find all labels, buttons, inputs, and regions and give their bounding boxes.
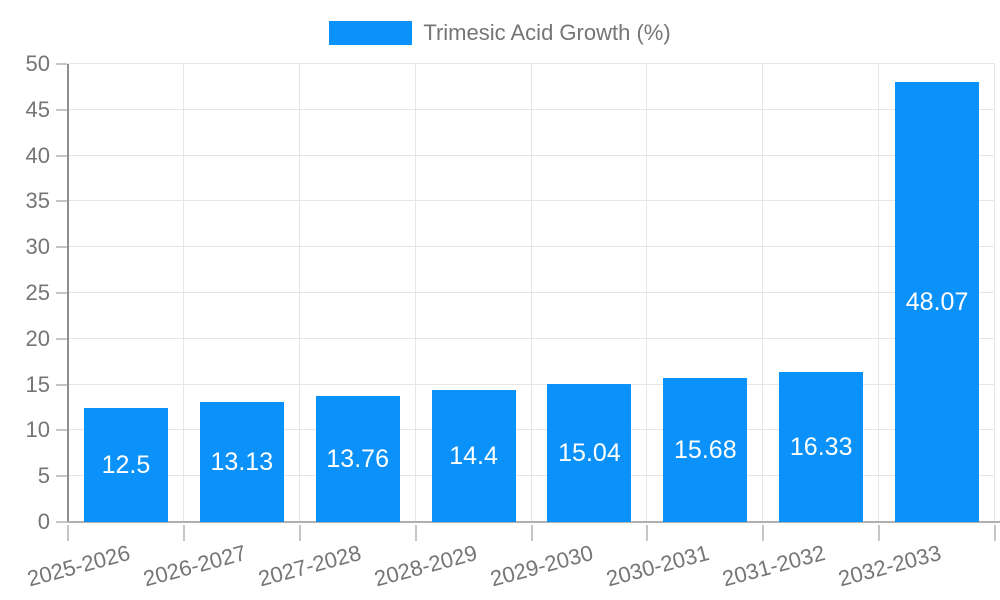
legend-item[interactable]: Trimesic Acid Growth (%) [0,19,1000,47]
y-tick-label: 20 [25,325,50,351]
y-tick-label: 35 [25,188,50,214]
x-tick [530,525,533,541]
gridline-vertical [994,64,995,522]
gridline-horizontal [68,337,995,339]
legend-label: Trimesic Acid Growth (%) [423,20,671,45]
gridline-horizontal [68,383,995,385]
gridline-horizontal [68,475,995,477]
y-tick-label: 15 [25,371,50,397]
x-axis-label-text: 2029-2030 [487,540,596,592]
y-tick [56,521,67,523]
gridline-horizontal [68,108,995,110]
gridline-horizontal [68,246,995,248]
x-tick [182,525,185,541]
y-tick-label: 10 [25,417,50,443]
x-axis-label-text: 2032-2033 [835,540,944,592]
x-axis-label-text: 2027-2028 [256,540,365,592]
y-tick [56,429,67,432]
gridline-horizontal [68,200,995,202]
y-axis-line [67,64,69,523]
y-tick [56,383,67,386]
x-tick [646,525,649,541]
gridline-vertical [414,64,416,522]
x-axis-label-text: 2030-2031 [603,540,712,592]
x-axis-label-text: 2031-2032 [719,540,828,592]
x-tick [67,525,69,541]
bar[interactable] [547,384,632,522]
legend-swatch [329,21,413,45]
y-tick-label: 50 [25,51,50,76]
y-tick [56,63,67,65]
x-tick [762,525,765,541]
x-tick [878,525,881,541]
y-tick-label: 0 [37,509,50,534]
gridline-vertical [878,64,880,522]
gridline-horizontal [68,429,995,431]
x-tick [298,525,301,541]
y-tick [56,337,67,340]
gridline-vertical [298,64,300,522]
gridline-horizontal [68,292,995,293]
bar[interactable] [315,395,400,522]
y-tick-label: 45 [25,96,50,122]
y-tick-label: 40 [25,142,50,168]
y-tick [56,246,67,249]
x-axis-label-text: 2026-2027 [140,540,249,592]
gridline-vertical [182,64,184,522]
y-tick-label: 5 [37,463,50,489]
y-tick-label: 30 [25,234,50,260]
gridline-horizontal [68,63,995,64]
bar[interactable] [895,81,980,522]
bar[interactable] [199,401,284,522]
y-tick [56,154,67,157]
x-axis-label-text: 2025-2026 [24,540,133,592]
y-tick [56,108,67,111]
bar[interactable] [663,378,748,522]
x-axis-line [67,521,1000,523]
bar[interactable] [83,407,168,522]
gridline-vertical [530,64,532,522]
y-tick [56,475,67,478]
x-axis-label-text: 2028-2029 [371,540,481,592]
gridline-horizontal [68,154,995,156]
y-tick [56,292,67,294]
bar[interactable] [779,372,864,522]
gridline-vertical [762,64,764,522]
y-tick [56,200,67,203]
y-tick-label: 25 [25,280,50,305]
bar[interactable] [431,390,516,522]
x-tick [414,525,417,541]
gridline-vertical [646,64,648,522]
x-tick [994,525,996,541]
